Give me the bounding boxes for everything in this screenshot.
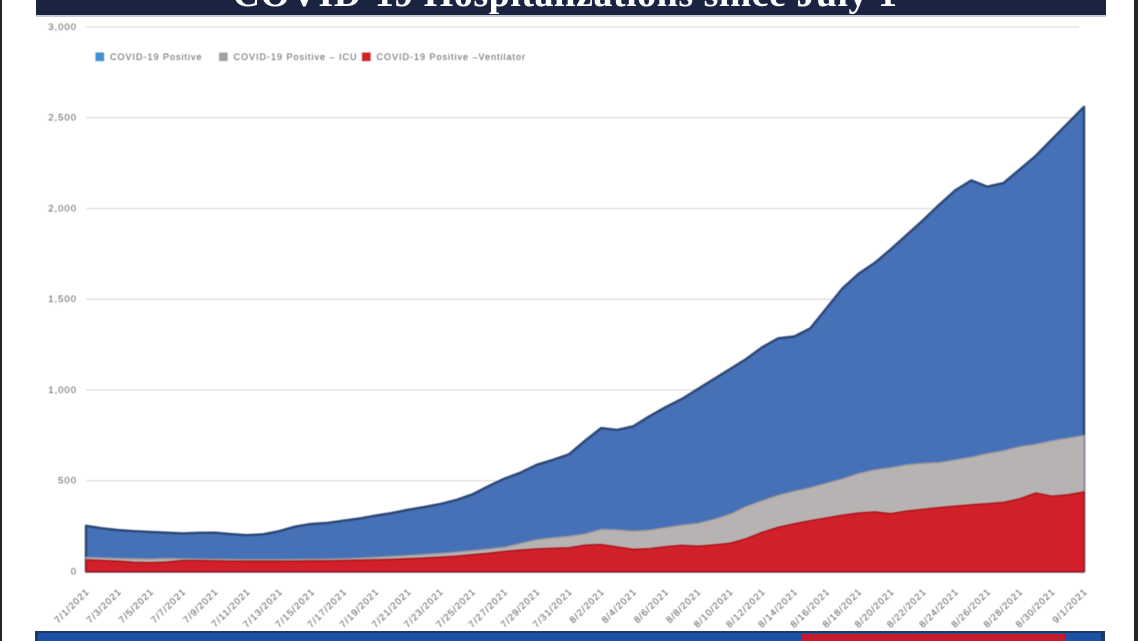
svg-text:3,000: 3,000 (48, 22, 77, 33)
svg-text:500: 500 (58, 476, 77, 487)
svg-text:1,500: 1,500 (48, 294, 77, 305)
svg-text:9/1/2021: 9/1/2021 (1051, 586, 1091, 626)
svg-text:COVID-19 Positive: COVID-19 Positive (110, 52, 203, 62)
svg-text:COVID-19 Positive – ICU: COVID-19 Positive – ICU (234, 52, 358, 62)
svg-text:2,500: 2,500 (48, 113, 77, 124)
svg-text:1,000: 1,000 (48, 385, 77, 396)
svg-text:0: 0 (71, 566, 77, 577)
svg-text:COVID-19 Positive –Ventilator: COVID-19 Positive –Ventilator (377, 52, 527, 62)
svg-text:2,000: 2,000 (48, 203, 77, 214)
